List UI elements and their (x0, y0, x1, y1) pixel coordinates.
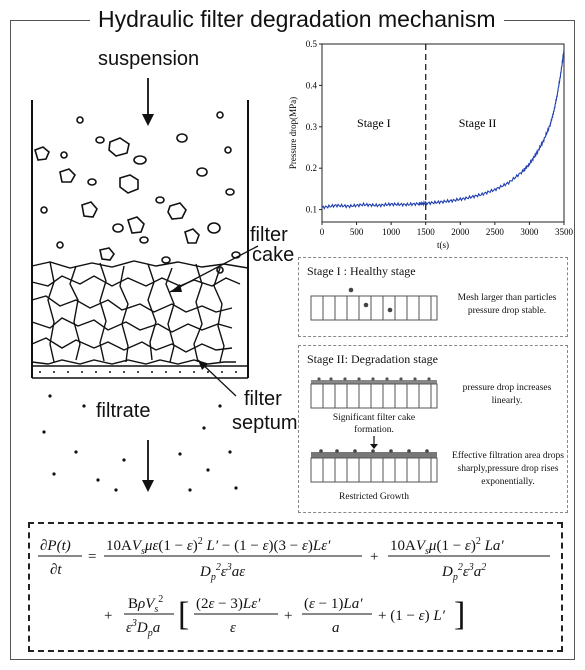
degradation-equation: ∂P(t) ∂t = 10AVsμε(1 − ε)2 L′ − (1 − ε)(… (38, 536, 550, 639)
filtrate-dots (42, 394, 238, 492)
filter-cake-label-line1: filter (250, 224, 288, 246)
filtrate-label: filtrate (96, 400, 151, 422)
x-tick-label: 0 (320, 227, 325, 237)
y-tick-label: 0.1 (306, 205, 317, 215)
stage1-mesh-diagram (310, 287, 438, 321)
stage1-heading: Stage I : Healthy stage (307, 264, 416, 278)
svg-text:ε: ε (230, 620, 236, 636)
stage2-caption-a-line2: formation. (354, 425, 394, 435)
stage2-box: Stage II: Degradation stage pressure dro… (298, 345, 568, 513)
svg-text:+: + (104, 608, 112, 624)
svg-text:[: [ (178, 596, 189, 633)
svg-text:Dp2ε3aε: Dp2ε3aε (199, 562, 245, 583)
svg-text:=: = (88, 549, 96, 565)
chart-plot-area (321, 43, 565, 223)
filter-septum-label-line2: septum (232, 412, 298, 434)
septum-dots (39, 371, 237, 373)
stage2-desc-a-line1: pressure drop increases (462, 383, 552, 393)
svg-text:Dp2ε3a2: Dp2ε3a2 (441, 562, 486, 583)
svg-text:+: + (284, 608, 292, 624)
x-tick-label: 2000 (451, 227, 470, 237)
x-tick-label: 1000 (382, 227, 401, 237)
stage1-desc-line1: Mesh larger than particles (457, 293, 557, 303)
svg-text:(ε − 1)La′: (ε − 1)La′ (304, 596, 363, 612)
svg-text:ε3Dpa: ε3Dpa (126, 618, 160, 639)
svg-text:]: ] (454, 596, 465, 633)
filter-septum-label-line1: filter (244, 388, 282, 410)
stage2-desc-b-line3: exponentially. (481, 477, 535, 487)
x-tick-label: 3500 (555, 227, 574, 237)
stage2-annotation: Stage II (459, 116, 497, 130)
x-tick-label: 1500 (417, 227, 436, 237)
equation-box: ∂P(t) ∂t = 10AVsμε(1 − ε)2 L′ − (1 − ε)(… (28, 522, 563, 652)
stage1-annotation: Stage I (357, 116, 391, 130)
suspension-particles (34, 111, 241, 274)
svg-text:10AVsμε(1 − ε)2 L′ − (1 − ε)(3: 10AVsμε(1 − ε)2 L′ − (1 − ε)(3 − ε)Lε′ (106, 536, 331, 557)
x-tick-label: 3000 (520, 227, 539, 237)
figure-title: Hydraulic filter degradation mechanism (90, 6, 504, 33)
stage2-caption-a-line1: Significant filter cake (332, 413, 416, 423)
x-tick-label: 2500 (486, 227, 505, 237)
y-tick-label: 0.5 (306, 39, 318, 49)
suspension-label: suspension (98, 48, 200, 70)
filter-schematic (31, 78, 259, 492)
filter-cake-label-line2: cake (252, 244, 295, 266)
x-axis-label: t(s) (437, 240, 449, 250)
svg-text:10AVsμ(1 − ε)2 La′: 10AVsμ(1 − ε)2 La′ (390, 536, 504, 557)
stage2-cake-diagram (310, 377, 438, 409)
stage2-desc-a-line2: linearly. (491, 396, 523, 406)
svg-text:+ (1 − ε) L′: + (1 − ε) L′ (378, 608, 446, 624)
svg-text:∂P(t): ∂P(t) (40, 538, 71, 554)
svg-text:+: + (370, 549, 378, 565)
y-tick-label: 0.2 (306, 163, 317, 173)
stage2-restricted-diagram (310, 436, 438, 483)
svg-text:(2ε − 3)Lε′: (2ε − 3)Lε′ (196, 596, 261, 612)
pressure-drop-chart: 0 500 1000 1500 2000 2500 3000 3500 0.1 0.2 0.3 0.4… (288, 39, 574, 250)
svg-text:a: a (332, 620, 340, 636)
x-tick-label: 500 (350, 227, 364, 237)
stage1-box: Stage I : Healthy stage Mesh larger than… (298, 257, 568, 337)
y-tick-label: 0.3 (306, 122, 318, 132)
stage2-caption-b: Restricted Growth (339, 492, 409, 502)
pressure-drop-series-line (321, 49, 565, 210)
stage2-desc-b-line2: sharply,pressure drop rises (457, 464, 559, 474)
stage1-desc-line2: pressure drop stable. (467, 306, 547, 316)
svg-text:∂t: ∂t (50, 562, 62, 578)
stage2-heading: Stage II: Degradation stage (307, 352, 438, 366)
y-axis-label: Pressure drop(MPa) (288, 97, 298, 169)
stage2-desc-b-line1: Effective filtration area drops (452, 451, 564, 461)
svg-text:BρVs2: BρVs2 (128, 594, 163, 615)
filter-cake-particles (31, 260, 249, 365)
y-tick-label: 0.4 (306, 80, 318, 90)
